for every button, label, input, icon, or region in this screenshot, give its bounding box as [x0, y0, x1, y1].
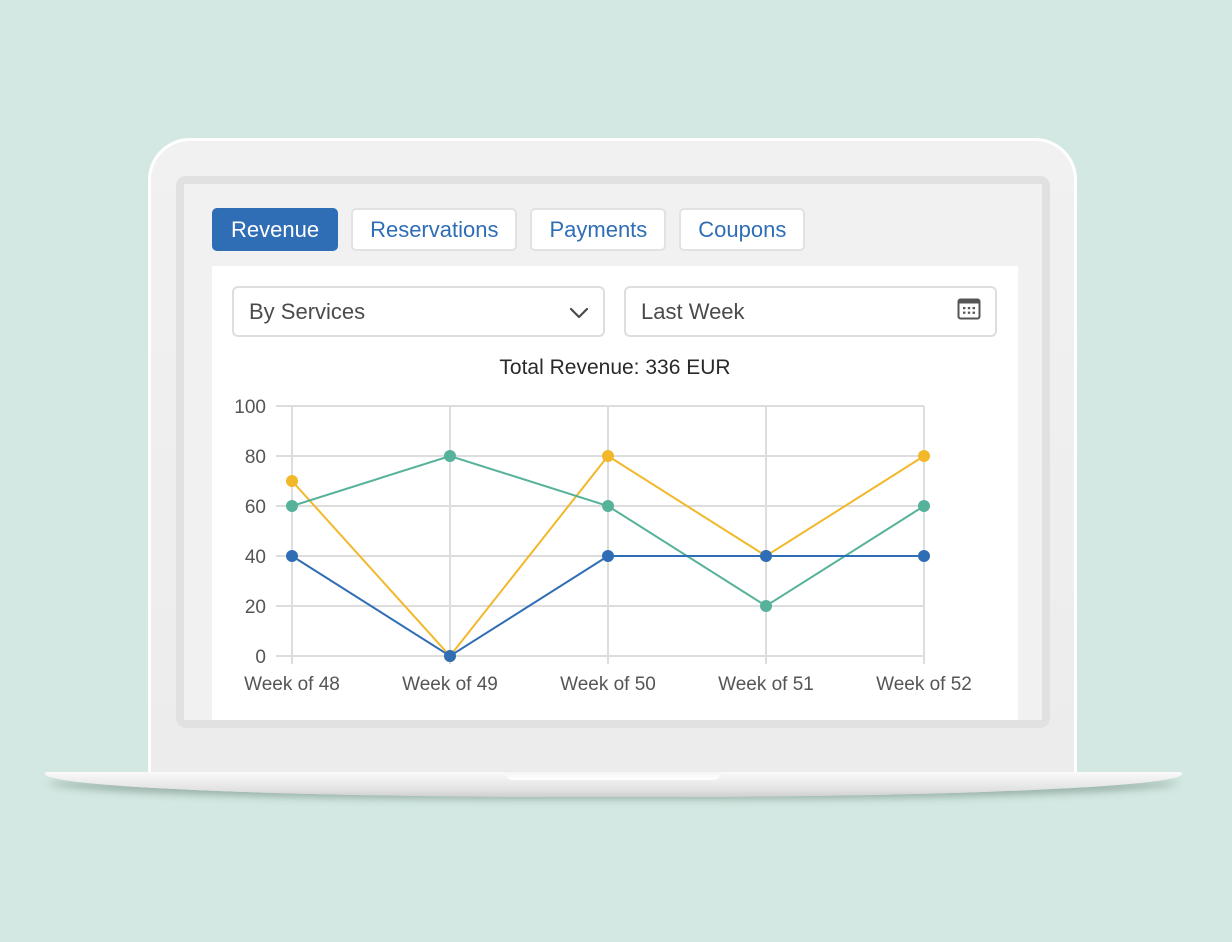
- y-tick-label: 60: [245, 497, 266, 518]
- data-point[interactable]: [760, 550, 772, 562]
- y-tick-label: 40: [245, 547, 266, 568]
- tab-revenue[interactable]: Revenue: [212, 208, 339, 251]
- group-by-select[interactable]: By Services: [232, 286, 605, 337]
- report-panel: By Services Last Week Total Revenue: 336…: [212, 266, 1018, 720]
- y-tick-label: 20: [245, 597, 266, 618]
- y-tick-label: 100: [234, 397, 266, 418]
- data-point[interactable]: [444, 450, 456, 462]
- y-axis-ticks: 0 20 40 60 80 100: [234, 397, 266, 668]
- x-axis-ticks: Week of 48 Week of 49 Week of 50 Week of 51…: [244, 674, 972, 695]
- data-point[interactable]: [918, 500, 930, 512]
- data-point[interactable]: [760, 600, 772, 612]
- data-point[interactable]: [286, 500, 298, 512]
- group-by-value: By Services: [249, 298, 366, 324]
- calendar-icon[interactable]: [957, 298, 981, 326]
- report-tabs: Revenue Reservations Payments Coupons: [212, 208, 806, 251]
- data-point[interactable]: [602, 500, 614, 512]
- data-point[interactable]: [602, 450, 614, 462]
- data-point[interactable]: [602, 550, 614, 562]
- tab-reservations[interactable]: Reservations: [351, 208, 518, 251]
- data-point[interactable]: [918, 450, 930, 462]
- chevron-down-icon: [569, 299, 589, 325]
- x-tick-label: Week of 48: [244, 674, 340, 695]
- laptop-notch: [505, 772, 721, 780]
- y-tick-label: 0: [255, 647, 266, 668]
- data-point[interactable]: [918, 550, 930, 562]
- laptop-screen: Revenue Reservations Payments Coupons By…: [184, 184, 1042, 720]
- data-point[interactable]: [286, 475, 298, 487]
- x-tick-label: Week of 50: [560, 674, 656, 695]
- y-tick-label: 80: [245, 447, 266, 468]
- chart-grid: [276, 405, 925, 664]
- x-tick-label: Week of 51: [718, 674, 814, 695]
- data-point[interactable]: [444, 650, 456, 662]
- x-tick-label: Week of 49: [402, 674, 498, 695]
- date-range-picker[interactable]: Last Week: [624, 286, 997, 337]
- line-series: [286, 550, 930, 662]
- chart-title: Total Revenue: 336 EUR: [499, 356, 731, 379]
- tab-payments[interactable]: Payments: [530, 208, 667, 251]
- date-range-value: Last Week: [641, 298, 745, 324]
- tab-coupons[interactable]: Coupons: [679, 208, 806, 251]
- x-tick-label: Week of 52: [876, 674, 972, 695]
- line-series: [286, 450, 930, 612]
- chart-series: [286, 450, 930, 662]
- data-point[interactable]: [286, 550, 298, 562]
